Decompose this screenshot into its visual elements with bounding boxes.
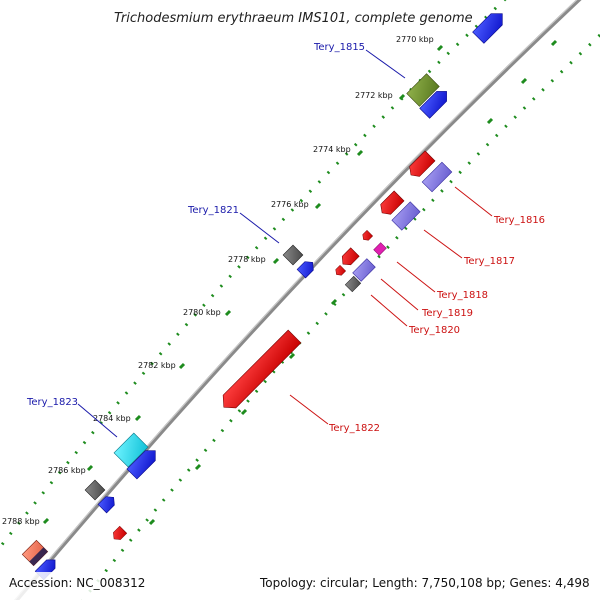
gene-feature[interactable] bbox=[111, 525, 128, 542]
gene-feature[interactable] bbox=[113, 432, 149, 468]
kbp-label: 2776 kbp bbox=[271, 200, 309, 209]
gene-feature[interactable] bbox=[406, 73, 440, 107]
gene-label-reverse[interactable]: Tery_1816 bbox=[493, 215, 545, 226]
gene-feature[interactable] bbox=[361, 229, 374, 242]
accession-text: Accession: NC_008312 bbox=[9, 576, 145, 590]
kbp-label: 2788 kbp bbox=[2, 517, 40, 526]
gene-feature[interactable] bbox=[84, 479, 106, 501]
kbp-label: 2778 kbp bbox=[228, 255, 266, 264]
gene-label-forward[interactable]: Tery_1821 bbox=[187, 205, 239, 216]
gene-feature[interactable] bbox=[377, 190, 405, 218]
tick-ring-inner bbox=[80, 33, 600, 600]
gene-feature[interactable] bbox=[406, 150, 436, 180]
gene-feature[interactable] bbox=[373, 242, 387, 256]
kbp-label: 2782 kbp bbox=[138, 361, 176, 370]
gene-label-forward[interactable]: Tery_1815 bbox=[313, 42, 365, 53]
genome-summary-text: Topology: circular; Length: 7,750,108 bp… bbox=[259, 576, 590, 590]
kbp-label: 2786 kbp bbox=[48, 466, 86, 475]
gene-feature[interactable] bbox=[126, 446, 160, 480]
gene-feature[interactable] bbox=[472, 8, 508, 44]
gene-feature[interactable] bbox=[344, 275, 362, 293]
label-connectors-forward bbox=[77, 49, 406, 438]
gene-label-reverse[interactable]: Tery_1822 bbox=[328, 423, 380, 434]
label-connectors-reverse bbox=[289, 186, 493, 425]
kbp-label: 2774 kbp bbox=[313, 145, 351, 154]
gene-feature[interactable] bbox=[21, 539, 49, 567]
gene-feature[interactable] bbox=[217, 329, 302, 413]
kbp-label: 2772 kbp bbox=[355, 91, 393, 100]
gene-feature[interactable] bbox=[97, 493, 118, 514]
footer-background bbox=[0, 572, 600, 600]
gene-label-reverse[interactable]: Tery_1818 bbox=[436, 290, 488, 301]
kbp-label: 2770 kbp bbox=[396, 35, 434, 44]
gene-label-reverse[interactable]: Tery_1820 bbox=[408, 325, 460, 336]
gene-feature[interactable] bbox=[352, 258, 376, 282]
gene-feature[interactable] bbox=[334, 264, 347, 277]
gene-feature[interactable] bbox=[282, 244, 304, 266]
major-ticks-outer bbox=[42, 44, 444, 525]
gene-label-reverse[interactable]: Tery_1819 bbox=[421, 308, 473, 319]
gene-feature[interactable] bbox=[421, 161, 453, 193]
gene-label-reverse[interactable]: Tery_1817 bbox=[463, 256, 515, 267]
kbp-label: 2784 kbp bbox=[93, 414, 131, 423]
tick-ring-outer bbox=[0, 0, 507, 550]
map-title: Trichodesmium erythraeum IMS101, complet… bbox=[114, 11, 473, 26]
gene-feature[interactable] bbox=[419, 86, 452, 119]
gene-feature[interactable] bbox=[339, 247, 360, 269]
gene-feature[interactable] bbox=[391, 201, 421, 231]
kbp-label: 2780 kbp bbox=[183, 308, 221, 317]
gene-label-forward[interactable]: Tery_1823 bbox=[26, 397, 78, 408]
gene-feature[interactable] bbox=[296, 258, 317, 279]
